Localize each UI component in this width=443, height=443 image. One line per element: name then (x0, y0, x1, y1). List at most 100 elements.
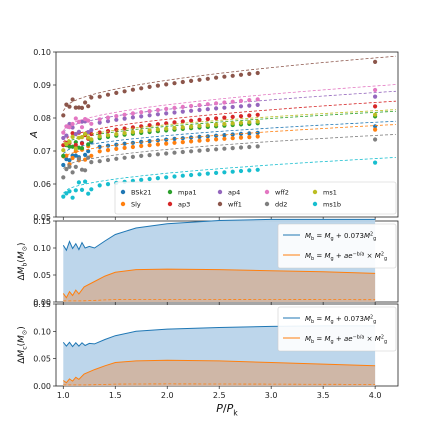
data-point-wff1 (73, 105, 78, 110)
y-axis-label: A (29, 131, 40, 139)
area-line-1 (62, 268, 376, 299)
data-point-ms1b (164, 175, 169, 180)
data-point-wff2 (214, 101, 219, 106)
data-point-ms1 (139, 129, 144, 134)
legend-label-1: Mb = Mg + ae−b/a × M2g (305, 334, 387, 345)
data-point-Sly (97, 149, 102, 154)
data-point-wff1 (205, 76, 210, 81)
y-tick-label: 0.05 (33, 355, 51, 364)
data-point-dd2 (122, 155, 127, 160)
data-point-wff2 (79, 125, 85, 130)
data-point-dd2 (114, 156, 119, 161)
y-tick-label: 0.06 (33, 180, 51, 189)
data-point-ms1b (64, 191, 69, 196)
data-point-ap4 (147, 113, 152, 118)
data-point-mpa1 (67, 144, 72, 149)
data-point-ap3 (97, 130, 102, 135)
data-point-ms1 (230, 121, 235, 126)
data-point-dd2 (147, 153, 152, 158)
data-point-ms1b (147, 176, 152, 182)
data-point-ap3 (247, 113, 252, 118)
data-point-Sly (130, 144, 135, 150)
data-point-ms1 (97, 134, 102, 139)
data-point-ap4 (189, 108, 194, 113)
data-point-wff2 (97, 117, 102, 122)
legend-marker-ms1 (312, 189, 318, 195)
data-point-dd2 (230, 146, 235, 151)
data-point-dd2 (89, 160, 94, 165)
fit-curve-ms1 (63, 109, 396, 145)
data-point-BSk21 (73, 153, 78, 158)
y-tick-label: 0.00 (33, 382, 51, 391)
data-point-ap3 (79, 141, 85, 146)
legend-marker-ms1b (312, 201, 318, 207)
data-point-wff2 (189, 103, 194, 109)
data-point-ap4 (255, 102, 260, 107)
data-point-dd2 (180, 149, 185, 155)
series-wff2 (61, 84, 396, 135)
data-point-Sly (83, 157, 88, 162)
data-point-wff2 (238, 98, 244, 103)
data-point-ap4 (105, 119, 111, 124)
data-point-dd2 (76, 156, 81, 161)
data-point-wff2 (155, 107, 160, 113)
data-point-ap4 (61, 135, 66, 141)
data-point-ap4 (205, 107, 210, 112)
data-point-Sly (172, 140, 177, 145)
data-point-ap4 (114, 117, 119, 122)
legend-marker-wff1 (217, 201, 223, 207)
data-point-ms1 (79, 135, 85, 140)
data-point-dd2 (61, 175, 66, 180)
legend-marker-wff2 (264, 189, 270, 195)
data-point-ap4 (70, 125, 75, 130)
data-point-BSk21 (83, 152, 88, 157)
legend-marker-Sly (120, 201, 126, 207)
data-point-ap3 (255, 112, 260, 117)
y-tick-label: 0.15 (33, 300, 51, 309)
data-point-dd2 (70, 170, 75, 175)
data-point-wff1 (189, 78, 194, 83)
area-lower-dash (63, 383, 376, 386)
data-point-ms1b (155, 176, 160, 181)
data-point-ap4 (247, 103, 252, 108)
data-point-wff1 (155, 83, 160, 88)
data-point-Sly (238, 135, 244, 140)
legend-box (277, 223, 397, 269)
data-point-wff1 (105, 92, 111, 97)
fit-curve-Sly (63, 124, 396, 159)
data-point-dd2 (67, 164, 72, 169)
x-tick-label: 3.0 (265, 391, 278, 400)
data-point-wff2 (130, 111, 135, 116)
data-point-wff1 (139, 86, 144, 91)
data-point-dd2 (164, 151, 169, 156)
data-point-dd2 (64, 167, 69, 172)
data-point-wff1 (79, 105, 85, 110)
area-lower-dash (63, 298, 376, 302)
panel-a-plot (61, 55, 396, 200)
data-point-dd2 (373, 137, 378, 142)
data-point-Sly (222, 136, 227, 141)
data-point-wff2 (76, 119, 81, 124)
data-point-wff1 (97, 94, 102, 99)
fit-curve-mpa1 (63, 110, 396, 146)
data-point-ms1 (373, 112, 378, 117)
data-point-ms1b (83, 179, 88, 184)
data-point-wff2 (73, 116, 78, 121)
data-point-dd2 (189, 149, 194, 154)
data-point-wff2 (164, 106, 169, 111)
data-point-ap4 (97, 120, 102, 125)
data-point-wff1 (180, 79, 185, 85)
fit-curve-ap3 (63, 100, 396, 143)
legend-label-wff1: wff1 (228, 201, 242, 209)
fit-curve-wff2 (63, 84, 396, 131)
data-point-BSk21 (147, 139, 152, 144)
y-tick-label: 0.07 (33, 147, 51, 156)
y-tick-label: 0.09 (33, 81, 51, 90)
data-point-Sly (147, 143, 152, 148)
data-point-ms1b (373, 160, 378, 165)
data-point-ms1 (67, 139, 72, 144)
legend-label-0: Mb = Mg + 0.073M2g (305, 314, 376, 325)
area-series-1 (63, 359, 376, 386)
data-point-wff2 (222, 100, 227, 105)
data-point-ms1 (205, 123, 210, 128)
